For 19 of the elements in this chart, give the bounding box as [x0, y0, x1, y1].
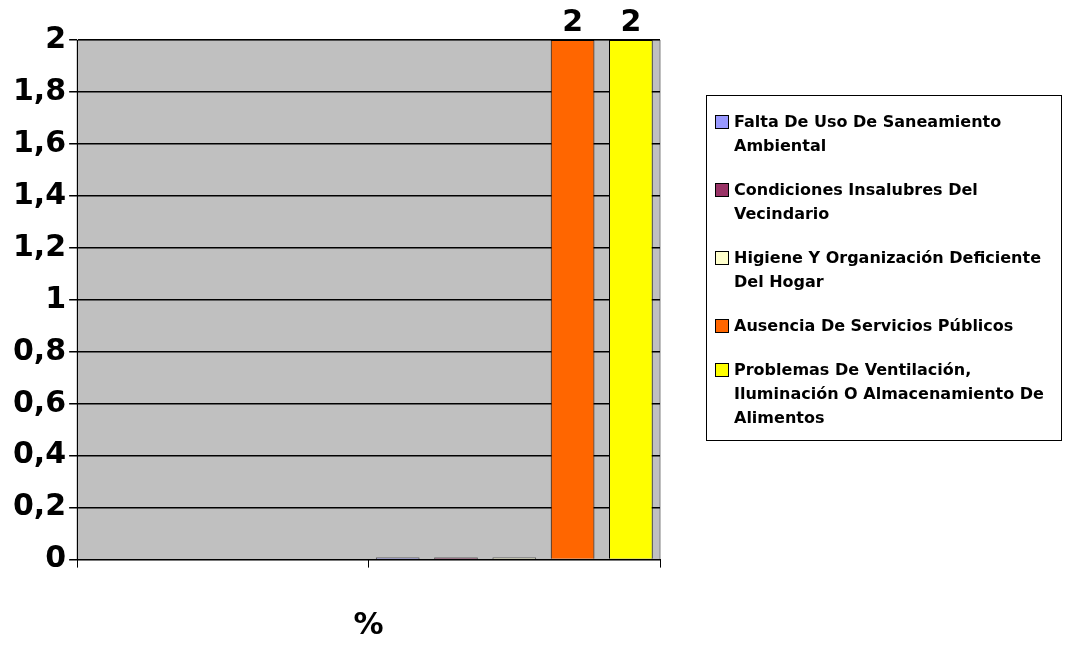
y-tick-label: 1,4	[12, 175, 67, 211]
legend-label: Higiene Y Organización Deficiente Del Hogar	[734, 247, 1042, 293]
y-tick-label: 0,2	[12, 487, 67, 523]
y-tick-label: 1,8	[12, 71, 67, 107]
y-tick-label: 0,4	[12, 435, 67, 471]
legend-label: Problemas De Ventilación, Iluminación O Almacenamiento De Alimentos	[734, 359, 1045, 429]
legend-label: Falta De Uso De Saneamiento Ambiental	[734, 111, 1003, 157]
y-tick-label: 2	[45, 19, 67, 55]
y-tick-label: 1	[45, 279, 67, 315]
data-label: 2	[620, 2, 642, 38]
y-tick-label: 1,6	[12, 123, 67, 159]
y-tick-label: 0,6	[12, 383, 67, 419]
y-tick-label: 0	[45, 539, 67, 575]
legend-label: Condiciones Insalubres Del Vecindario	[734, 179, 979, 225]
x-axis-title: %	[353, 605, 384, 641]
data-label: 2	[562, 2, 584, 38]
legend-label: Ausencia De Servicios Públicos	[734, 315, 1014, 337]
y-tick-label: 0,8	[12, 331, 67, 367]
y-tick-label: 1,2	[12, 227, 67, 263]
